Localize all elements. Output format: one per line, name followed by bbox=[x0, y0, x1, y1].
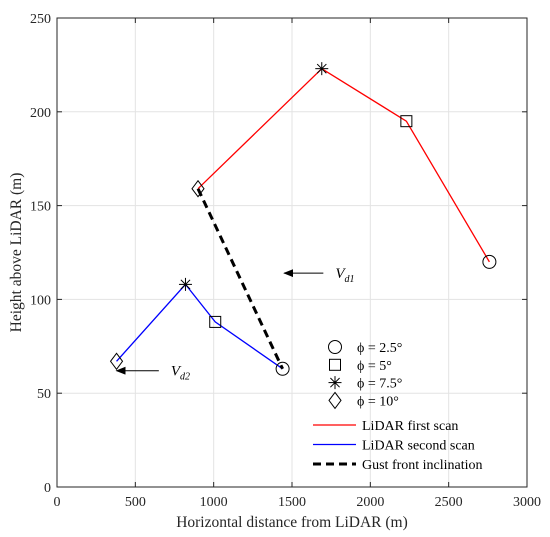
x-tick-label: 1000 bbox=[200, 495, 228, 510]
x-tick-label: 500 bbox=[125, 495, 146, 510]
x-tick-label: 0 bbox=[54, 495, 61, 510]
legend: ϕ = 2.5° ϕ = 5° ϕ = 7.5° ϕ = 10° LiDAR first… bbox=[313, 340, 483, 473]
y-axis-label: Height above LiDAR (m) bbox=[8, 173, 25, 333]
star-stroke bbox=[180, 279, 191, 290]
legend-label: ϕ = 10° bbox=[357, 394, 399, 409]
legend-label: LiDAR second scan bbox=[362, 439, 475, 454]
x-tick-label: 3000 bbox=[513, 495, 541, 510]
y-tick-label: 250 bbox=[30, 12, 51, 27]
y-tick-label: 150 bbox=[30, 200, 51, 215]
legend-label: LiDAR first scan bbox=[362, 419, 458, 434]
x-tick-label: 1500 bbox=[278, 495, 306, 510]
series-line-1 bbox=[116, 283, 283, 370]
data-point-square bbox=[209, 315, 222, 328]
star-stroke bbox=[330, 377, 340, 388]
grid bbox=[56, 17, 528, 488]
series-line-0 bbox=[197, 67, 490, 263]
legend-label: Gust front inclination bbox=[362, 458, 483, 473]
data-point-star bbox=[178, 277, 192, 291]
x-tick-label: 2000 bbox=[356, 495, 384, 510]
data-point-diamond bbox=[191, 179, 205, 198]
series-line-2 bbox=[196, 188, 284, 370]
star-stroke bbox=[316, 63, 327, 74]
x-axis-label: Horizontal distance from LiDAR (m) bbox=[176, 514, 408, 531]
velocity-label: Vd1 bbox=[335, 266, 354, 285]
legend-marker-star bbox=[328, 376, 342, 390]
legend-label: ϕ = 2.5° bbox=[357, 341, 402, 356]
y-tick-label: 100 bbox=[30, 293, 51, 308]
velocity-subscript: d1 bbox=[345, 274, 355, 285]
data-point-square bbox=[400, 115, 413, 128]
velocity-symbol: V bbox=[335, 266, 346, 282]
data-point-circle bbox=[482, 254, 497, 269]
y-tick-label: 200 bbox=[30, 106, 51, 121]
velocity-symbol: V bbox=[171, 364, 182, 380]
x-tick-label: 2500 bbox=[435, 495, 463, 510]
legend-label: ϕ = 5° bbox=[357, 359, 392, 374]
data-point-circle bbox=[275, 361, 290, 376]
legend-label: ϕ = 7.5° bbox=[357, 377, 402, 392]
velocity-subscript: d2 bbox=[180, 372, 190, 383]
plot-area bbox=[109, 62, 497, 376]
legend-marker-circle bbox=[328, 340, 342, 354]
y-tick-label: 50 bbox=[37, 387, 51, 402]
y-tick-label: 0 bbox=[44, 481, 51, 496]
legend-marker-diamond bbox=[328, 391, 342, 410]
data-point-star bbox=[315, 62, 329, 76]
velocity-label: Vd2 bbox=[171, 364, 190, 383]
legend-marker-square bbox=[329, 358, 341, 371]
axis-ticks: 0 500 1000 1500 2000 2500 3000 0 50 100 150 200 250 bbox=[30, 12, 541, 510]
